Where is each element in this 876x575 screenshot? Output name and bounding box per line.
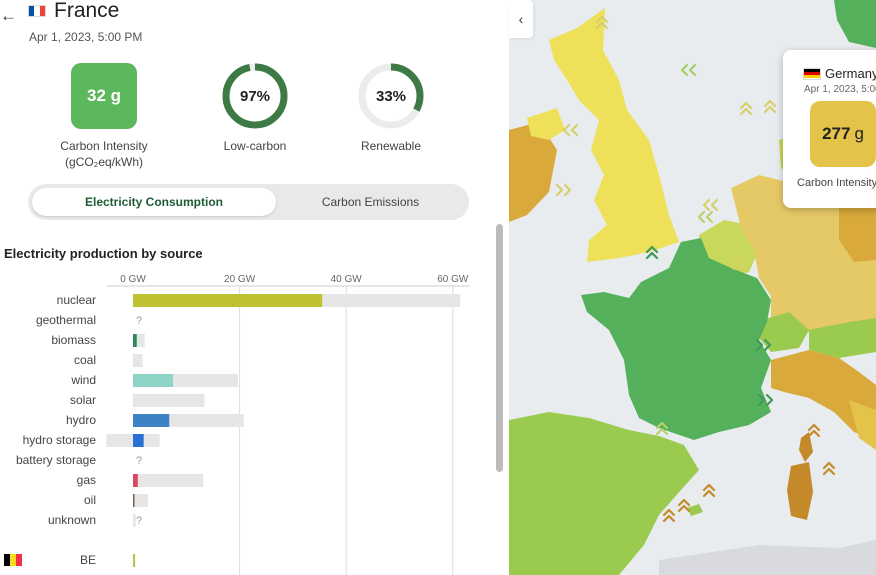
region-italy[interactable]: [771, 350, 876, 440]
germany-flag-icon: [803, 67, 821, 80]
wind-arrows: [555, 15, 836, 523]
chart-value-bar: [133, 494, 135, 507]
chart-value-bar: [133, 294, 323, 307]
chart-row-label: oil: [84, 493, 96, 507]
belgium-flag-stripe: [16, 554, 22, 566]
chart-row-label: battery storage: [16, 453, 96, 467]
low-carbon-label: Low-carbon: [223, 139, 287, 153]
chart-value-bar: [133, 414, 170, 427]
belgium-flag-stripe: [4, 554, 10, 566]
chart-row-label: gas: [77, 473, 96, 487]
tooltip-carbon-value: 277: [822, 124, 851, 143]
chart-unknown-mark: ?: [136, 515, 142, 527]
chart-row-label: biomass: [51, 333, 96, 347]
region-spain[interactable]: [509, 412, 699, 575]
chart-tick-label: 20 GW: [224, 274, 256, 285]
collapse-panel-button[interactable]: ‹: [509, 0, 533, 38]
region-northern-ireland[interactable]: [527, 108, 565, 140]
chart-value-bar: [133, 474, 138, 487]
tooltip-carbon-unit: g: [854, 124, 864, 143]
arrow-left-icon: ←: [0, 6, 14, 25]
tooltip-country-name: Germany: [825, 66, 876, 81]
chart-unknown-mark: ?: [136, 315, 142, 327]
region-sardinia[interactable]: [787, 462, 813, 520]
belgium-flag-icon: [4, 554, 22, 566]
chart-value-bar: [133, 334, 137, 347]
chart-tick-label: 40 GW: [331, 274, 363, 285]
region-balearic[interactable]: [687, 504, 703, 516]
tooltip-carbon-box: 277 g: [810, 101, 876, 167]
chart-row-label: nuclear: [57, 293, 96, 307]
renewable-label: Renewable: [360, 139, 422, 153]
chart-tick-label: 60 GW: [437, 274, 469, 285]
region-italy-south[interactable]: [849, 400, 876, 450]
chart-row-label: hydro storage: [23, 433, 97, 447]
low-carbon-ring-fill: [222, 63, 288, 129]
france-flag-icon: [28, 5, 46, 17]
region-ireland[interactable]: [509, 122, 557, 222]
chart-row-label: solar: [70, 393, 96, 407]
region-north-africa[interactable]: [659, 540, 876, 575]
tooltip-carbon-label: Carbon Intensity: [797, 177, 876, 189]
chart-capacity-bar: [133, 354, 143, 367]
region-austria[interactable]: [809, 318, 876, 358]
carbon-intensity-label-line1: Carbon Intensity: [60, 139, 148, 153]
metric-carbon-intensity[interactable]: 32 g Carbon Intensity (gCO₂eq/kWh): [39, 63, 169, 170]
chart-row-label: geothermal: [36, 313, 96, 327]
region-great-britain[interactable]: [549, 8, 679, 262]
consumption-emissions-toggle: Electricity Consumption Carbon Emissions: [28, 184, 469, 220]
chart-row-label: wind: [70, 373, 96, 387]
carbon-intensity-label-line2: (gCO₂eq/kWh): [64, 155, 143, 169]
chart-capacity-bar: [133, 494, 148, 507]
tab-electricity-consumption[interactable]: Electricity Consumption: [32, 188, 276, 216]
chart-row-label: coal: [74, 353, 96, 367]
renewable-ring-fill: [358, 63, 424, 129]
production-chart: 0 GW 20 GW 40 GW 60 GW nuclear geothermal ? bio…: [4, 274, 470, 575]
renewable-ring: [358, 63, 424, 129]
section-title: Electricity production by source: [4, 246, 203, 261]
tab-carbon-emissions[interactable]: Carbon Emissions: [321, 195, 420, 209]
region-czech[interactable]: [829, 262, 876, 318]
region-corsica[interactable]: [799, 432, 813, 462]
chart-exchange-label: BE: [80, 553, 96, 567]
carbon-intensity-box: 32 g: [71, 63, 137, 129]
chevron-left-icon: ‹: [518, 11, 524, 27]
back-button[interactable]: ←: [0, 6, 14, 26]
metric-renewable[interactable]: 33% Renewable: [326, 63, 456, 154]
chart-value-bar: [133, 374, 173, 387]
country-title: France: [54, 0, 120, 22]
chart-tick-label: 0 GW: [120, 274, 146, 285]
low-carbon-ring: [222, 63, 288, 129]
belgium-flag-stripe: [10, 554, 16, 566]
chart-capacity-bar: [133, 514, 136, 527]
region-switzerland[interactable]: [759, 312, 809, 352]
low-carbon-value: 97%: [239, 87, 271, 105]
region-france[interactable]: [581, 238, 771, 440]
chart-exchange-bar: [133, 554, 136, 567]
panel-scrollbar[interactable]: [496, 224, 503, 472]
chart-value-bar: [133, 434, 144, 447]
tooltip-timestamp: Apr 1, 2023, 5:00 PM: [804, 84, 876, 95]
region-norway[interactable]: [834, 0, 876, 48]
renewable-value: 33%: [375, 87, 407, 105]
chart-capacity-bar: [133, 394, 205, 407]
metric-low-carbon[interactable]: 97% Low-carbon: [190, 63, 320, 154]
chart-unknown-mark: ?: [136, 455, 142, 467]
chart-row-label: unknown: [48, 513, 96, 527]
timestamp: Apr 1, 2023, 5:00 PM: [29, 30, 143, 44]
carbon-intensity-label: Carbon Intensity (gCO₂eq/kWh): [39, 138, 169, 170]
country-panel: ← France Apr 1, 2023, 5:00 PM 32 g Carbo…: [0, 0, 503, 575]
chart-row-label: hydro: [66, 413, 96, 427]
chart-capacity-bar: [133, 474, 204, 487]
chart-capacity-bar: [133, 334, 145, 347]
